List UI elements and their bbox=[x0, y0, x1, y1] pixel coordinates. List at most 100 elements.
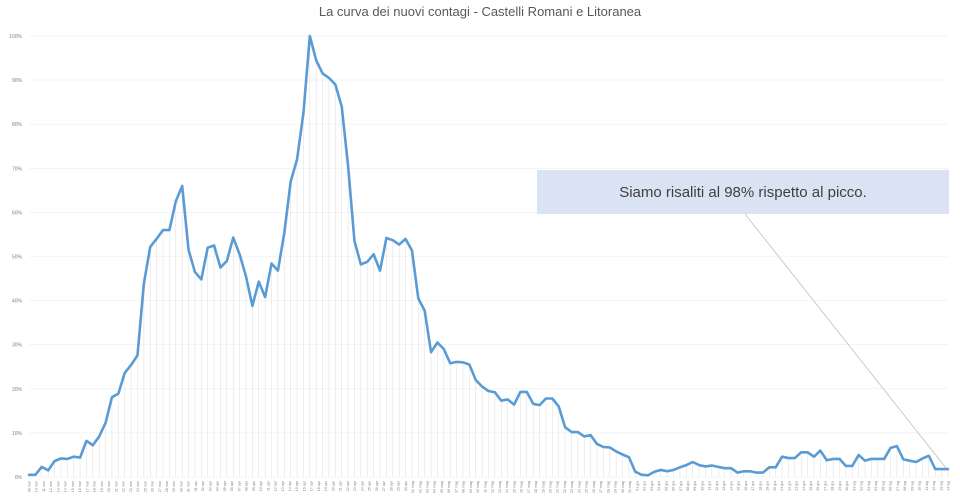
x-tick-label: 18 giu bbox=[758, 481, 762, 491]
x-tick-label: 12 mar bbox=[49, 480, 53, 492]
x-tick-label: 05 apr bbox=[223, 480, 227, 491]
x-tick-label: 29 giu bbox=[838, 481, 842, 491]
x-tick-label: 22 mar bbox=[122, 480, 126, 492]
x-tick-label: 05 lug bbox=[881, 481, 885, 491]
x-tick-label: 15 mar bbox=[71, 480, 75, 492]
x-tick-label: 20 mag bbox=[549, 481, 553, 493]
x-tick-label: 01 apr bbox=[194, 480, 198, 491]
x-tick-label: 07 lug bbox=[896, 481, 900, 491]
x-tick-label: 15 apr bbox=[295, 480, 299, 491]
x-tick-label: 01 giu bbox=[635, 481, 639, 491]
x-tick-label: 06 apr bbox=[230, 480, 234, 491]
x-tick-label: 16 apr bbox=[302, 480, 306, 491]
x-tick-label: 02 apr bbox=[201, 480, 205, 491]
x-tick-label: 19 mar bbox=[100, 480, 104, 492]
x-tick-label: 11 lug bbox=[925, 481, 929, 491]
x-tick-label: 09 apr bbox=[252, 480, 256, 491]
x-tick-label: 20 mar bbox=[107, 480, 111, 492]
drop-lines bbox=[28, 36, 949, 477]
x-tick-label: 11 mar bbox=[42, 480, 46, 492]
x-tick-label: 27 mag bbox=[599, 481, 603, 493]
x-tick-label: 15 mag bbox=[512, 481, 516, 493]
x-tick-label: 11 mag bbox=[483, 481, 487, 493]
x-tick-label: 19 apr bbox=[324, 480, 328, 491]
x-tick-label: 28 mag bbox=[606, 481, 610, 493]
x-tick-label: 11 apr bbox=[266, 480, 270, 491]
x-tick-label: 30 giu bbox=[845, 481, 849, 491]
y-tick-label: 100% bbox=[9, 34, 22, 40]
x-tick-label: 13 lug bbox=[939, 481, 943, 491]
x-tick-label: 29 mar bbox=[172, 480, 176, 492]
x-tick-label: 22 mag bbox=[563, 481, 567, 493]
x-tick-label: 24 mar bbox=[136, 480, 140, 492]
x-tick-label: 20 giu bbox=[773, 481, 777, 491]
x-tick-label: 13 giu bbox=[722, 481, 726, 491]
x-tick-label: 10 mar bbox=[35, 480, 39, 492]
x-tick-label: 17 giu bbox=[751, 481, 755, 491]
x-tick-label: 04 lug bbox=[874, 481, 878, 491]
y-tick-label: 20% bbox=[12, 387, 23, 393]
x-tick-label: 08 lug bbox=[903, 481, 907, 491]
x-tick-label: 18 apr bbox=[317, 480, 321, 491]
x-tick-label: 17 mag bbox=[527, 481, 531, 493]
x-tick-label: 12 giu bbox=[715, 481, 719, 491]
x-tick-label: 21 mar bbox=[114, 480, 118, 492]
x-tick-label: 28 mar bbox=[165, 480, 169, 492]
annotation-callout: Siamo risaliti al 98% rispetto al picco. bbox=[537, 170, 949, 214]
x-tick-label: 01 mag bbox=[411, 481, 415, 493]
x-tick-label: 13 mag bbox=[498, 481, 502, 493]
x-tick-label: 06 lug bbox=[889, 481, 893, 491]
x-tick-label: 02 giu bbox=[643, 481, 647, 491]
x-tick-label: 23 mag bbox=[570, 481, 574, 493]
x-tick-label: 16 mar bbox=[78, 480, 82, 492]
x-tick-label: 22 apr bbox=[346, 480, 350, 491]
x-tick-label: 08 giu bbox=[686, 481, 690, 491]
x-tick-label: 23 giu bbox=[795, 481, 799, 491]
x-tick-label: 29 apr bbox=[397, 480, 401, 491]
x-tick-label: 08 apr bbox=[245, 480, 249, 491]
x-tick-label: 31 mar bbox=[187, 480, 191, 492]
x-tick-label: 03 mag bbox=[425, 481, 429, 493]
x-tick-label: 29 mag bbox=[614, 481, 618, 493]
x-tick-label: 09 lug bbox=[910, 481, 914, 491]
y-tick-label: 10% bbox=[12, 431, 23, 437]
x-tick-label: 03 lug bbox=[867, 481, 871, 491]
x-tick-label: 27 mar bbox=[158, 480, 162, 492]
x-tick-label: 14 giu bbox=[729, 481, 733, 491]
y-tick-label: 50% bbox=[12, 255, 23, 261]
x-tick-label: 25 apr bbox=[368, 480, 372, 491]
x-tick-label: 23 mar bbox=[129, 480, 133, 492]
x-tick-label: 17 apr bbox=[310, 480, 314, 491]
x-tick-label: 26 giu bbox=[816, 481, 820, 491]
x-tick-label: 10 lug bbox=[918, 481, 922, 491]
x-tick-label: 26 apr bbox=[375, 480, 379, 491]
x-tick-label: 14 apr bbox=[288, 480, 292, 491]
x-tick-label: 08 mag bbox=[462, 481, 466, 493]
y-axis-tick-labels: 0% 10% 20% 30% 40% 50% 60% 70% 80% 90% 100% bbox=[9, 34, 22, 481]
x-tick-label: 12 apr bbox=[274, 480, 278, 491]
x-tick-label: 10 mag bbox=[476, 481, 480, 493]
x-tick-label: 16 mag bbox=[520, 481, 524, 493]
x-tick-label: 24 giu bbox=[802, 481, 806, 491]
x-tick-label: 27 giu bbox=[823, 481, 827, 491]
x-tick-label: 21 giu bbox=[780, 481, 784, 491]
x-tick-label: 16 giu bbox=[744, 481, 748, 491]
x-tick-label: 10 giu bbox=[700, 481, 704, 491]
x-tick-label: 01 lug bbox=[852, 481, 856, 491]
x-tick-label: 09 mag bbox=[469, 481, 473, 493]
x-tick-label: 22 giu bbox=[787, 481, 791, 491]
x-tick-label: 28 giu bbox=[831, 481, 835, 491]
x-tick-label: 06 mag bbox=[447, 481, 451, 493]
y-tick-label: 30% bbox=[12, 343, 23, 349]
y-tick-label: 40% bbox=[12, 299, 23, 305]
x-axis-tick-labels: 09 mar 10 mar 11 mar 12 mar 13 mar 14 mar 15 m… bbox=[28, 480, 951, 493]
x-tick-label: 07 apr bbox=[237, 480, 241, 491]
x-tick-label: 19 giu bbox=[766, 481, 770, 491]
x-tick-label: 09 mar bbox=[28, 480, 32, 492]
x-tick-label: 18 mag bbox=[534, 481, 538, 493]
x-tick-label: 25 giu bbox=[809, 481, 813, 491]
x-tick-label: 04 giu bbox=[657, 481, 661, 491]
x-tick-label: 27 apr bbox=[382, 480, 386, 491]
x-tick-label: 14 lug bbox=[947, 481, 951, 491]
